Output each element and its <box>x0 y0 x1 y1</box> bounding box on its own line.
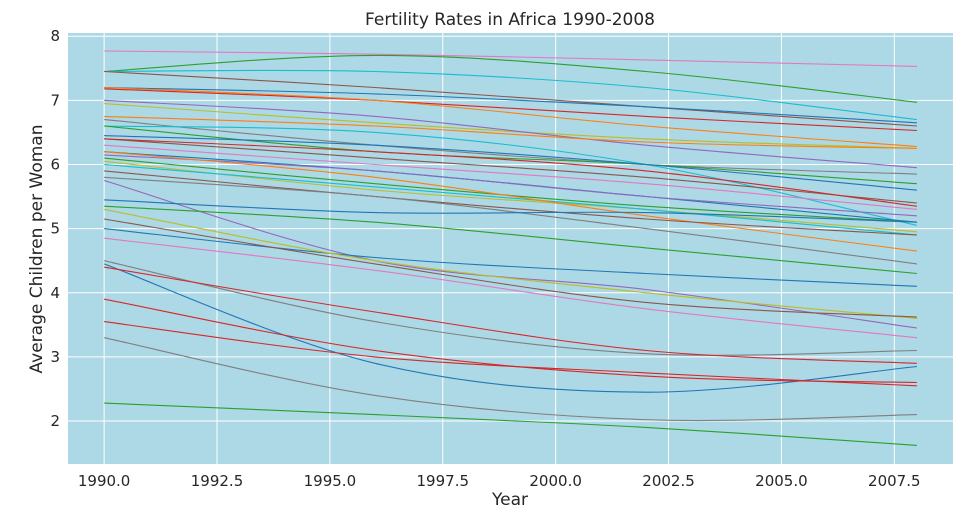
series-line <box>104 86 917 148</box>
series-lines <box>103 50 918 446</box>
y-tick-label: 3 <box>50 348 60 366</box>
series-line <box>104 125 918 226</box>
series-line <box>104 70 917 127</box>
x-axis-title: Year <box>491 490 528 510</box>
x-tick-label: 1990.0 <box>78 472 131 490</box>
series-line <box>104 218 917 318</box>
series-line <box>104 154 917 217</box>
x-tick-label: 1992.5 <box>191 472 244 490</box>
y-tick-label: 5 <box>50 220 60 238</box>
series-line <box>104 163 917 236</box>
series-line <box>104 138 917 204</box>
x-tick-label: 2007.5 <box>868 472 921 490</box>
series-line <box>104 170 917 236</box>
x-axis-ticks: 1990.0 1992.5 1995.0 1997.5 2000.0 2002.5 2005… <box>78 472 921 490</box>
chart-title: Fertility Rates in Africa 1990-2008 <box>365 10 655 30</box>
y-axis-title: Average Children per Woman <box>27 125 47 374</box>
y-tick-label: 2 <box>50 412 60 430</box>
series-line <box>104 321 917 387</box>
series-line <box>104 50 917 67</box>
series-line <box>104 402 917 446</box>
series-line <box>104 99 917 169</box>
series-line <box>104 135 917 191</box>
series-line <box>104 103 917 149</box>
series-line <box>104 125 917 185</box>
x-tick-label: 2005.0 <box>755 472 808 490</box>
series-line <box>104 266 917 364</box>
series-line <box>104 199 917 223</box>
series-line <box>104 54 917 103</box>
y-tick-label: 7 <box>50 91 60 109</box>
series-line <box>104 228 917 287</box>
x-tick-label: 2002.5 <box>642 472 695 490</box>
series-line <box>104 138 917 207</box>
series-line <box>104 176 917 265</box>
series-line <box>104 86 917 124</box>
y-axis-ticks: 2 3 4 5 6 7 8 <box>50 27 60 430</box>
series-line <box>103 337 917 422</box>
series-line <box>104 119 917 175</box>
y-tick-label: 8 <box>50 27 60 45</box>
series-line <box>104 115 917 149</box>
y-tick-label: 4 <box>50 284 60 302</box>
series-line <box>104 144 917 210</box>
series-line <box>103 263 917 393</box>
series-line <box>104 88 917 132</box>
y-tick-label: 6 <box>50 155 60 173</box>
series-line <box>104 151 917 252</box>
x-tick-label: 1995.0 <box>304 472 357 490</box>
series-line <box>104 69 917 121</box>
series-line <box>103 260 917 356</box>
series-line <box>104 237 917 339</box>
series-line <box>103 208 917 319</box>
plot-area-background <box>68 33 953 464</box>
grid <box>68 33 953 464</box>
series-line <box>104 205 917 275</box>
x-tick-label: 1997.5 <box>417 472 470 490</box>
x-tick-label: 2000.0 <box>529 472 582 490</box>
